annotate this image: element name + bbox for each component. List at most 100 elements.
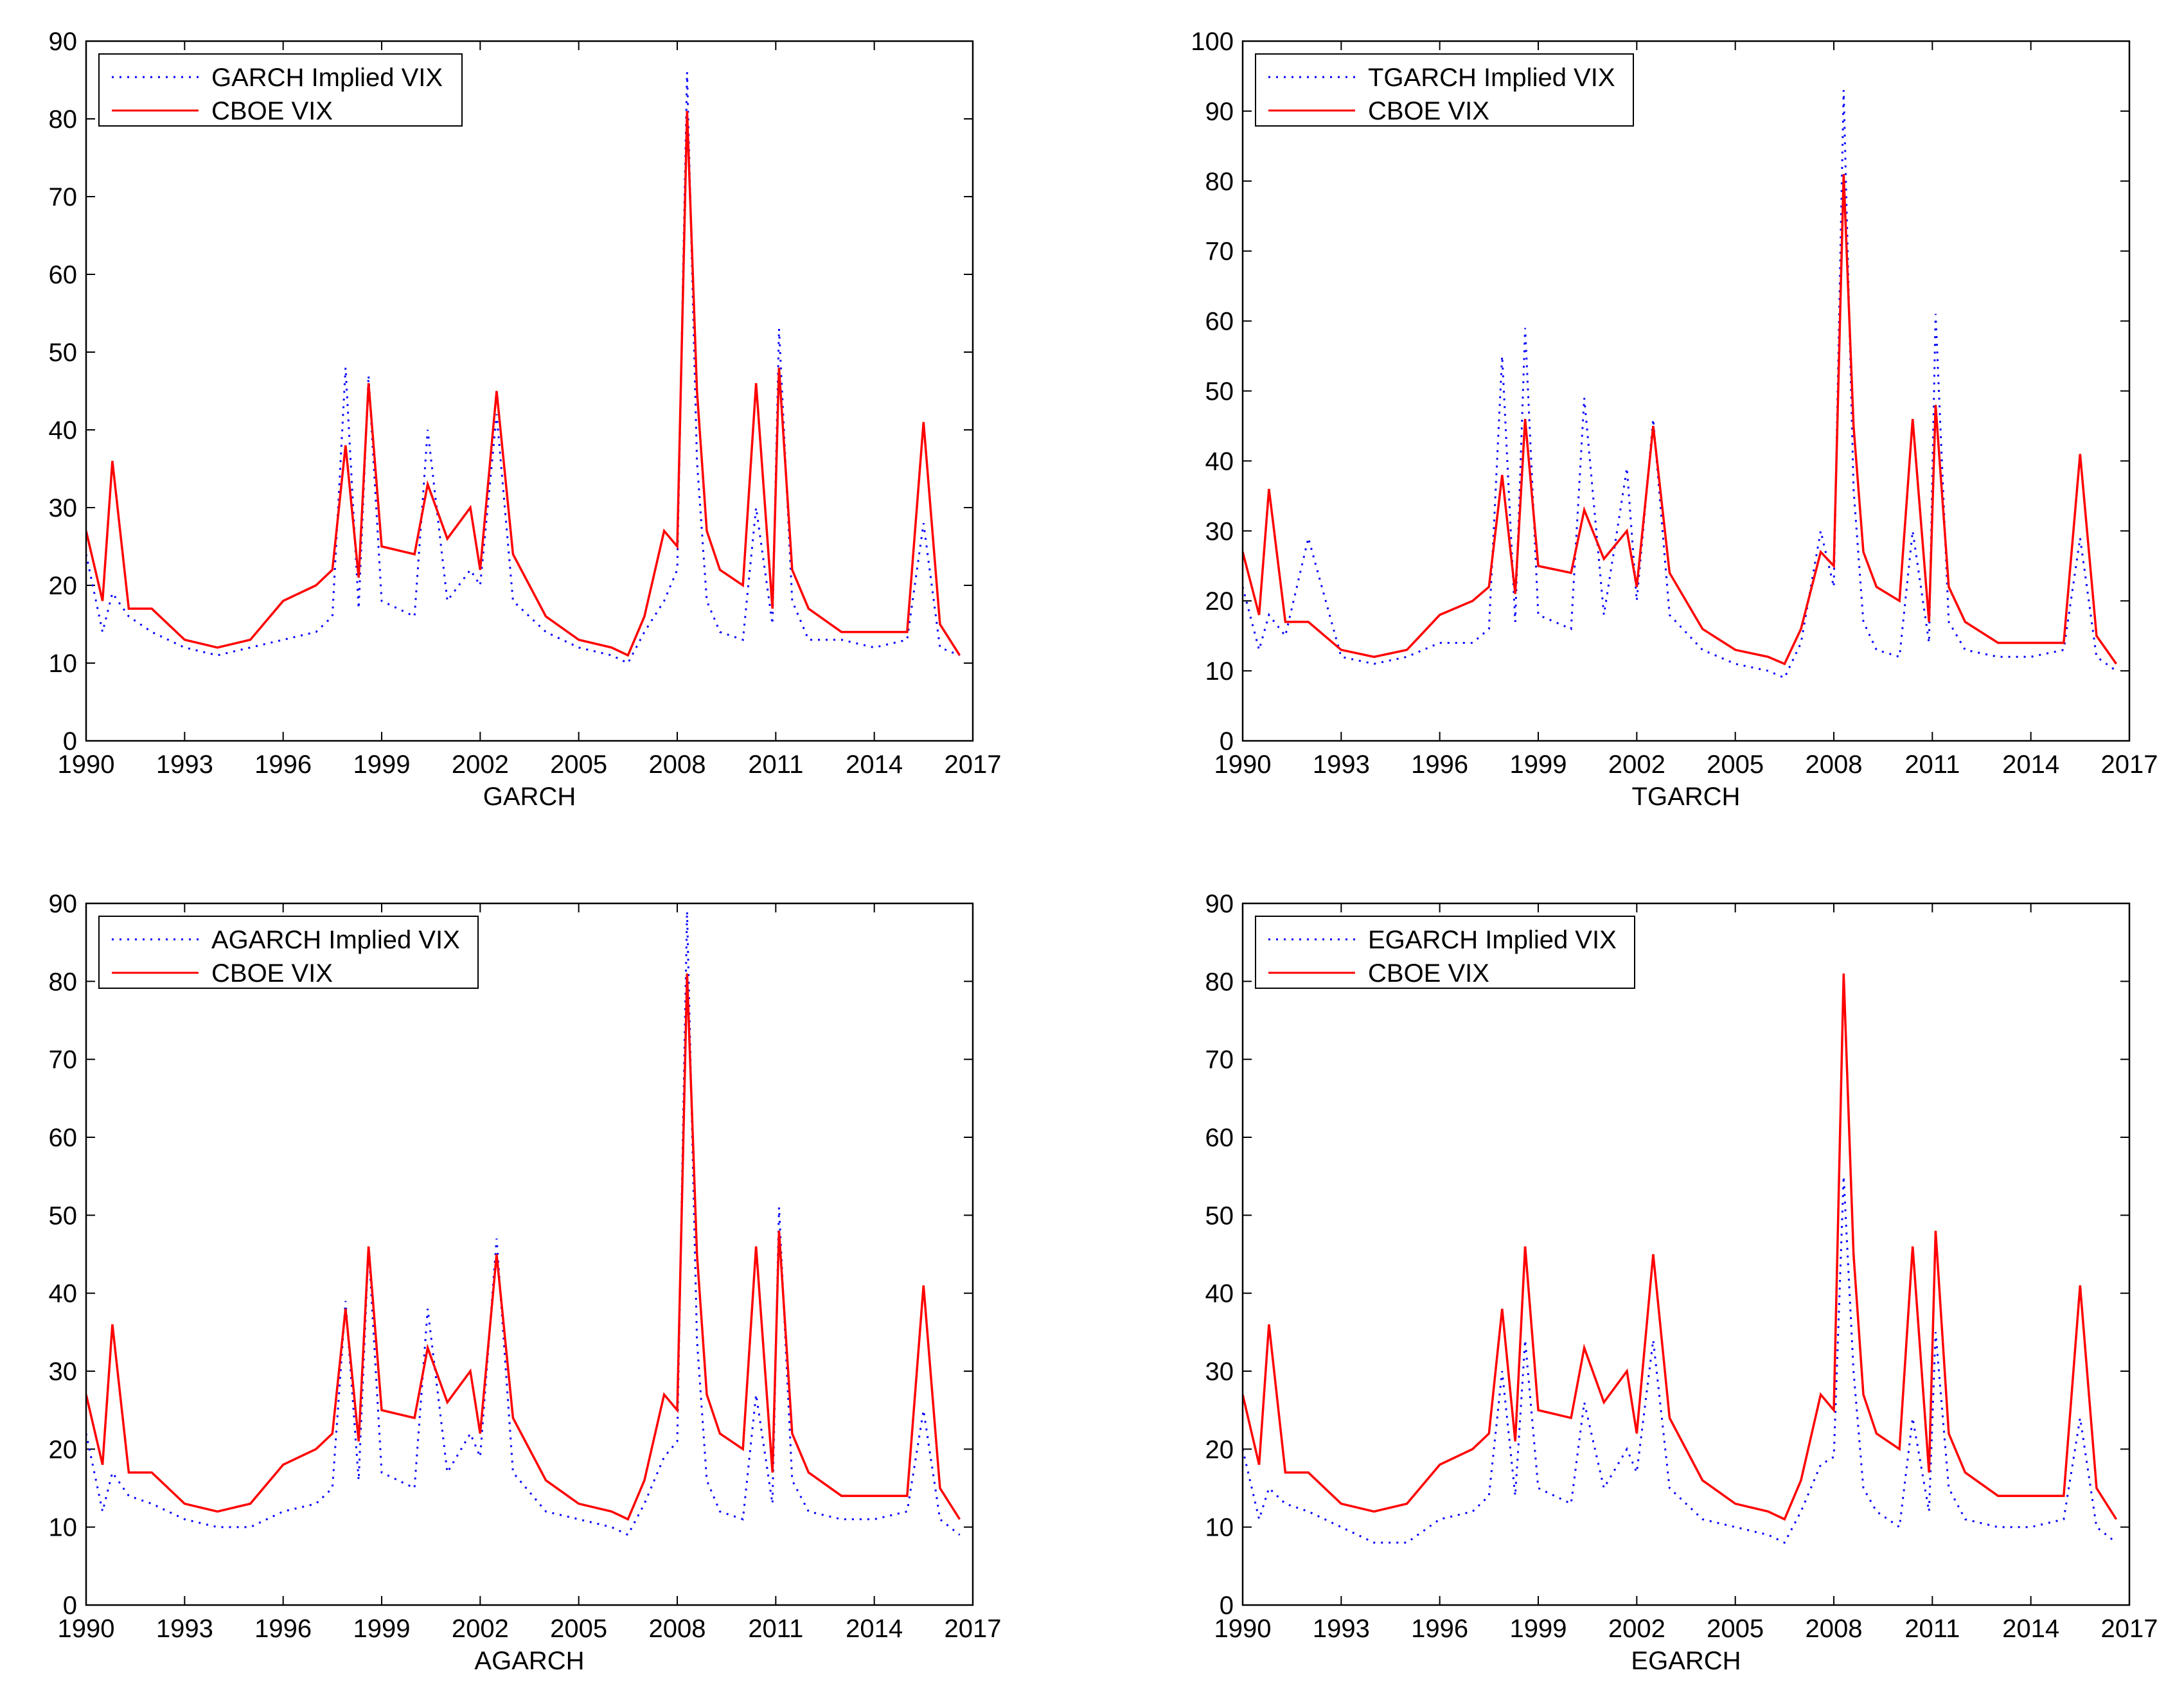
x-tick-label: 1990 xyxy=(58,1615,115,1643)
y-tick-label: 50 xyxy=(49,339,78,367)
x-axis-label: EGARCH xyxy=(1631,1647,1741,1675)
legend-label: AGARCH Implied VIX xyxy=(211,926,460,954)
y-tick-label: 30 xyxy=(49,1358,78,1386)
legend-label: CBOE VIX xyxy=(211,959,333,988)
x-tick-label: 1999 xyxy=(1510,1615,1567,1643)
y-tick-label: 80 xyxy=(1205,968,1234,996)
x-tick-label: 2005 xyxy=(1707,750,1764,779)
x-tick-label: 1999 xyxy=(353,750,411,779)
y-tick-label: 80 xyxy=(49,968,78,996)
y-tick-label: 0 xyxy=(63,1592,77,1620)
y-tick-label: 10 xyxy=(1205,657,1234,686)
chart-panel-agarch: 1990 1993 1996 1999 2002 2005 2008 2011 2014 2017… xyxy=(49,890,1002,1675)
y-tick-label: 90 xyxy=(49,890,78,918)
y-tick-label: 90 xyxy=(1205,890,1234,918)
y-tick-label: 40 xyxy=(1205,447,1234,475)
y-tick-label: 90 xyxy=(1205,98,1234,126)
x-tick-label: 1993 xyxy=(156,1615,213,1643)
x-tick-label: 2005 xyxy=(1707,1615,1764,1643)
x-tick-label: 2008 xyxy=(1806,1615,1863,1643)
legend-box xyxy=(98,53,463,127)
x-axis-label: TGARCH xyxy=(1632,783,1741,811)
y-tick-label: 20 xyxy=(1205,587,1234,616)
y-tick-label: 0 xyxy=(63,727,77,756)
y-tick-label: 40 xyxy=(1205,1280,1234,1308)
series-line-cboe-vix xyxy=(86,973,961,1521)
x-tick-label: 2002 xyxy=(452,750,509,779)
legend-label: CBOE VIX xyxy=(211,97,333,125)
series-line-cboe-vix xyxy=(86,111,961,657)
x-tick-label: 2017 xyxy=(2101,1615,2158,1643)
legend-label: CBOE VIX xyxy=(1368,959,1489,988)
chart-panel-tgarch: 1990 1993 1996 1999 2002 2005 2008 2011 2014 2017… xyxy=(1191,28,2158,811)
y-tick-label: 0 xyxy=(1220,1592,1234,1620)
legend: TGARCH Implied VIX CBOE VIX xyxy=(1255,53,1634,127)
y-tick-label: 60 xyxy=(1205,308,1234,336)
y-tick-label: 70 xyxy=(49,183,78,211)
plot-area xyxy=(1243,903,2129,1605)
y-tick-label: 0 xyxy=(1220,727,1234,756)
x-tick-label: 1993 xyxy=(1313,1615,1370,1643)
x-tick-label: 2011 xyxy=(748,750,803,779)
series-line-implied-vix xyxy=(86,911,961,1536)
y-tick-label: 20 xyxy=(49,1435,78,1464)
legend-label: CBOE VIX xyxy=(1368,97,1489,125)
x-tick-label: 2017 xyxy=(945,750,1002,779)
x-tick-label: 1996 xyxy=(1411,750,1468,779)
x-tick-label: 2014 xyxy=(846,1615,903,1643)
legend-box xyxy=(98,916,479,989)
y-tick-label: 80 xyxy=(1205,168,1234,196)
plot-area xyxy=(1243,41,2129,741)
x-tick-label: 1996 xyxy=(254,1615,312,1643)
x-tick-label: 1996 xyxy=(1411,1615,1468,1643)
axes-frame xyxy=(1241,902,2131,1606)
x-tick-label: 1999 xyxy=(353,1615,411,1643)
x-tick-label: 1990 xyxy=(1214,750,1272,779)
y-tick-label: 70 xyxy=(1205,1046,1234,1074)
x-tick-label: 1990 xyxy=(1214,1615,1272,1643)
legend: GARCH Implied VIX CBOE VIX xyxy=(98,53,463,127)
y-tick-label: 50 xyxy=(49,1202,78,1230)
y-tick-label: 80 xyxy=(49,105,78,134)
legend-box xyxy=(1255,53,1634,127)
x-tick-label: 2014 xyxy=(2002,750,2059,779)
chart-panel-egarch: 1990 1993 1996 1999 2002 2005 2008 2011 2014 2017… xyxy=(1205,890,2158,1675)
x-axis-label: AGARCH xyxy=(474,1647,584,1675)
y-tick-label: 70 xyxy=(49,1046,78,1074)
legend-label: EGARCH Implied VIX xyxy=(1368,926,1617,954)
x-tick-label: 2008 xyxy=(1806,750,1863,779)
y-tick-label: 50 xyxy=(1205,378,1234,406)
y-tick-label: 30 xyxy=(49,494,78,522)
x-tick-label: 1993 xyxy=(156,750,213,779)
series-line-cboe-vix xyxy=(1243,173,2118,666)
axes-frame xyxy=(85,902,974,1606)
x-tick-label: 1993 xyxy=(1313,750,1370,779)
x-tick-label: 1999 xyxy=(1510,750,1567,779)
legend-label: TGARCH Implied VIX xyxy=(1368,64,1615,92)
x-tick-label: 2008 xyxy=(649,1615,706,1643)
x-tick-label: 2002 xyxy=(452,1615,509,1643)
x-tick-label: 2008 xyxy=(649,750,706,779)
y-tick-label: 10 xyxy=(49,1514,78,1542)
chart-panel-garch: 1990 1993 1996 1999 2002 2005 2008 2011 2014 2017… xyxy=(49,28,1002,811)
x-tick-label: 2014 xyxy=(2002,1615,2059,1643)
legend-label: GARCH Implied VIX xyxy=(211,64,443,92)
x-axis-label: GARCH xyxy=(483,783,576,811)
x-tick-label: 2017 xyxy=(945,1615,1002,1643)
y-tick-label: 90 xyxy=(49,28,78,56)
x-tick-label: 2002 xyxy=(1608,750,1665,779)
y-tick-label: 40 xyxy=(49,416,78,445)
y-tick-label: 70 xyxy=(1205,238,1234,266)
x-tick-label: 2002 xyxy=(1608,1615,1665,1643)
y-tick-label: 30 xyxy=(1205,1358,1234,1386)
x-tick-label: 2005 xyxy=(550,750,607,779)
y-tick-label: 10 xyxy=(49,650,78,678)
x-tick-label: 2014 xyxy=(846,750,903,779)
y-tick-label: 100 xyxy=(1191,28,1234,56)
x-tick-label: 2017 xyxy=(2101,750,2158,779)
y-tick-label: 60 xyxy=(1205,1124,1234,1152)
x-tick-label: 2011 xyxy=(1904,750,1960,779)
y-tick-label: 10 xyxy=(1205,1514,1234,1542)
plot-area xyxy=(86,903,973,1605)
